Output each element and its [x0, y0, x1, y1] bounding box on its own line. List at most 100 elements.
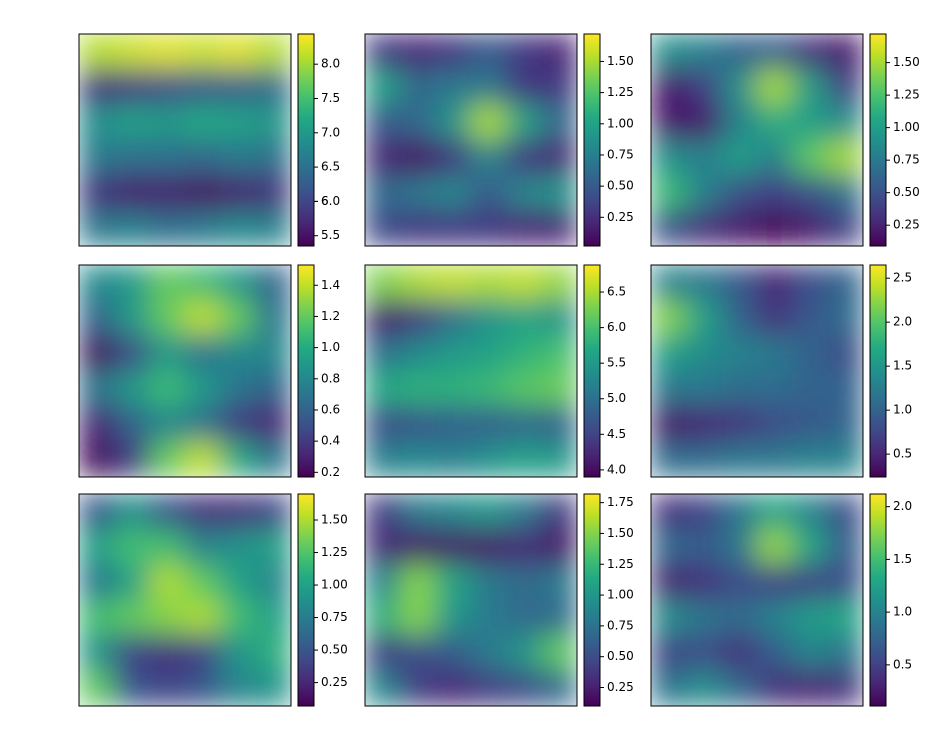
heatmap-cell	[399, 104, 437, 141]
heatmap-cell	[219, 34, 257, 70]
heatmap	[79, 34, 291, 246]
heatmap-cell	[721, 104, 758, 141]
heatmap-cell	[399, 494, 437, 530]
axes-frame	[78, 264, 292, 478]
colorbar-tick-label: 2.0	[893, 315, 912, 329]
heatmap-cell	[255, 174, 291, 212]
colorbar-tick-label: 0.4	[321, 434, 340, 448]
colorbar	[297, 493, 315, 707]
colorbar-tick-label: 0.25	[893, 218, 920, 232]
heatmap-cell	[399, 405, 437, 443]
colorbar	[869, 33, 887, 247]
heatmap-cell	[791, 210, 829, 246]
heatmap-cell	[435, 174, 472, 212]
heatmap-cell	[365, 370, 401, 407]
heatmap-cell	[113, 564, 151, 601]
colorbar-tick-label: 0.5	[893, 657, 912, 671]
colorbar-tick-label: 1.50	[607, 526, 634, 540]
heatmap	[79, 265, 291, 477]
heatmap-cell	[791, 174, 829, 212]
heatmap-cell	[721, 670, 758, 706]
heatmap-cell	[149, 299, 186, 337]
heatmap-cell	[79, 299, 115, 337]
heatmap-cell	[184, 370, 221, 407]
colorbar-tick-label: 1.0	[321, 340, 340, 354]
heatmap-cell	[827, 441, 863, 477]
heatmap-cell	[721, 528, 758, 566]
heatmap-cell	[435, 494, 472, 530]
heatmap-cells	[365, 34, 577, 246]
heatmap-cell	[219, 68, 257, 106]
heatmap-cell	[541, 599, 577, 636]
heatmap-cell	[255, 139, 291, 176]
heatmap-cell	[651, 335, 687, 372]
colorbar-tick-label: 0.75	[321, 610, 348, 624]
heatmap-cell	[219, 139, 257, 176]
heatmap-cell	[651, 441, 687, 477]
heatmap-cell	[79, 441, 115, 477]
colorbar-tick-label: 4.0	[607, 462, 626, 476]
heatmap-cell	[365, 104, 401, 141]
heatmap-cell	[791, 139, 829, 176]
heatmap-cell	[113, 104, 151, 141]
colorbar-tick-label: 0.25	[607, 680, 634, 694]
heatmap-cell	[399, 528, 437, 566]
colorbar-tick-label: 1.50	[893, 55, 920, 69]
heatmap-cell	[255, 104, 291, 141]
heatmap-cell	[756, 139, 793, 176]
heatmap-cell	[651, 210, 687, 246]
heatmap-cell	[399, 299, 437, 337]
heatmap-cell	[184, 210, 221, 246]
colorbar-tick-label: 0.25	[607, 210, 634, 224]
heatmap-cell	[149, 634, 186, 672]
colorbar-tick-label: 1.5	[893, 359, 912, 373]
heatmap-cell	[827, 265, 863, 301]
heatmap-cell	[541, 564, 577, 601]
heatmap-cell	[255, 335, 291, 372]
colorbar-tick-label: 1.0	[893, 403, 912, 417]
heatmap-cell	[365, 68, 401, 106]
heatmap-cell	[435, 634, 472, 672]
heatmap-cell	[685, 599, 723, 636]
heatmap-cell	[827, 335, 863, 372]
heatmap-cell	[79, 528, 115, 566]
heatmap-cell	[79, 335, 115, 372]
heatmap-cell	[541, 68, 577, 106]
heatmap-cell	[685, 670, 723, 706]
heatmap	[651, 494, 863, 706]
heatmap-cell	[791, 564, 829, 601]
heatmap-cell	[149, 494, 186, 530]
heatmap-cell	[255, 299, 291, 337]
heatmap-cell	[651, 34, 687, 70]
heatmap-cell	[791, 335, 829, 372]
heatmap-cell	[113, 335, 151, 372]
heatmap-cell	[827, 104, 863, 141]
heatmap-cell	[721, 335, 758, 372]
heatmap-cell	[79, 210, 115, 246]
heatmap-cell	[470, 34, 507, 70]
colorbar	[583, 493, 601, 707]
heatmap-cell	[435, 299, 472, 337]
heatmap-cell	[113, 441, 151, 477]
heatmap-cell	[435, 68, 472, 106]
heatmap-cell	[435, 335, 472, 372]
colorbar	[583, 33, 601, 247]
heatmap-cell	[541, 335, 577, 372]
heatmap-cell	[184, 528, 221, 566]
heatmap-cell	[399, 599, 437, 636]
heatmap-cell	[219, 104, 257, 141]
heatmap-cell	[79, 68, 115, 106]
heatmap-cells	[365, 265, 577, 477]
heatmap-cell	[651, 299, 687, 337]
heatmap-cell	[541, 528, 577, 566]
heatmap-cell	[541, 210, 577, 246]
heatmap-cell	[470, 528, 507, 566]
axes-frame	[78, 33, 292, 247]
heatmap-cell	[219, 299, 257, 337]
heatmap-cell	[255, 634, 291, 672]
heatmap-cell	[184, 174, 221, 212]
heatmap-cell	[651, 564, 687, 601]
heatmap-cell	[505, 335, 543, 372]
heatmap-cell	[505, 139, 543, 176]
heatmap-cell	[791, 299, 829, 337]
